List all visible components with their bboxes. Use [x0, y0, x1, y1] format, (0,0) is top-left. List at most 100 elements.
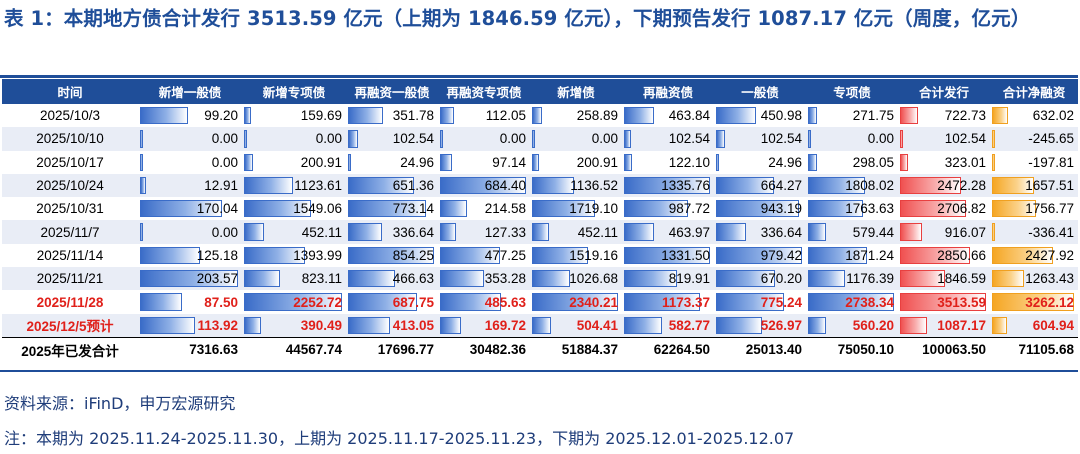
cell-value: 113.92 — [197, 317, 238, 333]
data-cell: 1846.59 — [898, 267, 990, 291]
table-row: 2025/10/24 12.91 1123.61 651.36 684.40 1136.5… — [2, 173, 1078, 198]
data-bar — [992, 200, 1037, 218]
cell-value: 1549.06 — [293, 201, 342, 217]
data-bar — [900, 107, 918, 125]
cell-value: 1719.10 — [569, 201, 618, 217]
data-cell: 773.14 — [346, 197, 438, 220]
data-cell: 1657.51 — [990, 173, 1078, 198]
table-title: 表 1：本期地方债合计发行 3513.59 亿元（上期为 1846.59 亿元）… — [4, 7, 1031, 30]
data-bar — [244, 130, 247, 148]
cell-value: 466.63 — [392, 271, 434, 287]
data-bar — [348, 223, 382, 241]
cell-value: 582.77 — [668, 317, 710, 333]
cell-value: 351.78 — [392, 108, 434, 124]
cell-value: 0.00 — [211, 154, 238, 170]
row-date-cell: 2025/11/7 — [2, 220, 138, 244]
table-row: 2025/11/28 87.50 2252.72 687.75 485.63 2340.2… — [2, 290, 1078, 313]
cell-value: 1176.39 — [846, 271, 894, 287]
data-bar — [244, 200, 312, 218]
data-bar — [440, 200, 467, 218]
data-bar — [440, 153, 453, 171]
cell-value: 979.42 — [760, 247, 802, 263]
data-bar — [716, 176, 775, 195]
total-value-cell: 71105.68 — [990, 336, 1078, 362]
data-cell: 684.40 — [438, 173, 530, 198]
data-cell: 2706.82 — [898, 197, 990, 220]
data-cell: 1335.76 — [622, 173, 714, 198]
data-bar — [808, 153, 818, 171]
data-bar — [808, 316, 826, 334]
data-cell: 1871.24 — [806, 244, 898, 267]
data-cell: 1393.99 — [242, 244, 346, 267]
data-cell: 298.05 — [806, 151, 898, 174]
data-cell: 122.10 — [622, 151, 714, 174]
cell-value: 271.75 — [852, 108, 894, 124]
data-cell: 0.00 — [242, 127, 346, 151]
data-cell: 463.97 — [622, 220, 714, 244]
cell-value: -336.41 — [1028, 224, 1074, 240]
data-bar — [532, 200, 596, 218]
data-cell: 12.91 — [138, 173, 242, 198]
table-row: 2025/11/14 125.18 1393.99 854.25 477.25 1519.… — [2, 244, 1078, 267]
cell-value: 24.96 — [400, 154, 434, 170]
data-bar — [440, 130, 443, 148]
data-cell: 651.36 — [346, 173, 438, 198]
cell-value: 477.25 — [484, 247, 526, 263]
data-bar — [624, 223, 654, 241]
data-bar — [140, 293, 183, 311]
cell-value: 452.11 — [577, 224, 618, 240]
cell-value: 1871.24 — [845, 247, 894, 263]
data-cell: 2738.34 — [806, 290, 898, 313]
cell-value: 2738.34 — [845, 294, 894, 310]
cell-value: 1519.16 — [569, 247, 618, 263]
data-cell: 1263.43 — [990, 267, 1078, 291]
col-header-total-issuance: 合计发行 — [898, 79, 990, 104]
cell-value: 1026.68 — [569, 271, 618, 287]
data-bar — [624, 130, 631, 148]
cell-value: 102.54 — [668, 131, 710, 147]
data-bar — [716, 153, 719, 171]
data-cell: 1173.37 — [622, 290, 714, 313]
data-bar — [348, 316, 390, 334]
data-bar — [808, 107, 817, 125]
data-bar — [348, 107, 384, 125]
data-bar — [140, 130, 143, 148]
bond-issuance-table: 时间 新增一般债 新增专项债 再融资一般债 再融资专项债 新增债 再融资债 一般… — [2, 79, 1078, 362]
data-bar — [140, 246, 201, 265]
cell-value: 2706.82 — [937, 201, 986, 217]
cell-value: 0.00 — [211, 131, 238, 147]
cell-value: 102.54 — [944, 131, 986, 147]
data-cell: 3513.59 — [898, 290, 990, 313]
cell-value: 664.27 — [760, 178, 802, 194]
data-cell: 0.00 — [530, 127, 622, 151]
data-cell: 0.00 — [438, 127, 530, 151]
data-bar — [140, 107, 188, 125]
data-bar — [532, 130, 535, 148]
cell-value: 823.11 — [301, 271, 342, 287]
data-bar — [624, 293, 700, 311]
data-cell: 463.84 — [622, 104, 714, 127]
cell-value: 125.18 — [196, 247, 238, 263]
cell-value: 775.24 — [760, 294, 802, 310]
data-bar — [532, 293, 618, 311]
cell-value: 200.91 — [576, 154, 618, 170]
data-cell: 979.42 — [714, 244, 806, 267]
cell-value: 200.91 — [300, 154, 342, 170]
cell-value: 336.64 — [392, 224, 434, 240]
data-bar — [244, 270, 280, 288]
data-cell: 200.91 — [242, 151, 346, 174]
data-cell: 0.00 — [138, 127, 242, 151]
col-header-refi-special: 再融资专项债 — [438, 79, 530, 104]
data-cell: 336.64 — [714, 220, 806, 244]
total-label-cell: 2025年已发合计 — [2, 336, 138, 362]
data-bar — [532, 246, 588, 265]
data-cell: 258.89 — [530, 104, 622, 127]
data-cell: 214.58 — [438, 197, 530, 220]
cell-value: 773.14 — [392, 201, 434, 217]
data-bar — [140, 316, 195, 334]
row-date-cell: 2025/10/3 — [39, 108, 101, 124]
data-cell: 127.33 — [438, 220, 530, 244]
data-cell: 1549.06 — [242, 197, 346, 220]
cell-value: 203.57 — [196, 271, 238, 287]
data-cell: 1808.02 — [806, 173, 898, 198]
